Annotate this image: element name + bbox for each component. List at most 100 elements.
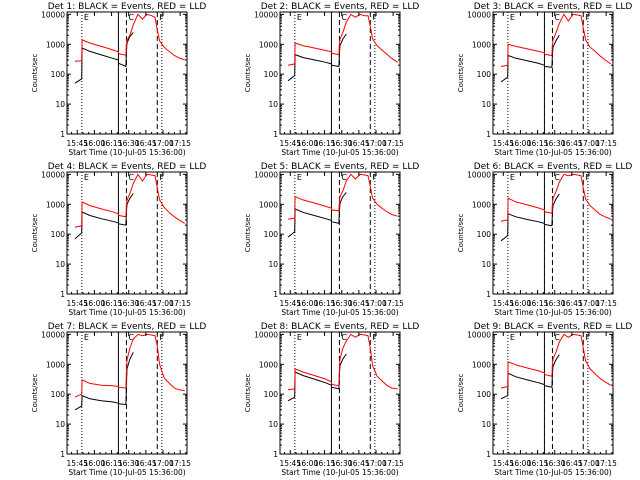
series-lld-line bbox=[287, 13, 398, 66]
x-tick-label: 17:00 bbox=[152, 299, 174, 308]
marker-label-c: C bbox=[554, 333, 560, 342]
y-tick-label: 10000 bbox=[467, 330, 491, 339]
x-tick-label: 16:45 bbox=[561, 139, 583, 148]
x-tick-label: 17:15 bbox=[169, 299, 191, 308]
y-tick-label: 10 bbox=[55, 420, 65, 429]
panel-title: Det 5: BLACK = Events, RED = LLD bbox=[261, 162, 420, 172]
x-tick-label: 16:15 bbox=[101, 139, 123, 148]
series-lld-line bbox=[500, 173, 611, 222]
x-tick-label: 15:45 bbox=[66, 459, 88, 468]
y-tick-label: 10000 bbox=[41, 170, 65, 179]
y-tick-label: 10 bbox=[268, 420, 278, 429]
x-tick-label: 17:15 bbox=[169, 139, 191, 148]
plot-frame bbox=[492, 331, 614, 455]
x-tick-label: 17:15 bbox=[595, 299, 617, 308]
panel-title: Det 7: BLACK = Events, RED = LLD bbox=[48, 322, 207, 332]
y-tick-label: 1 bbox=[60, 130, 65, 139]
marker-label-c: C bbox=[341, 13, 347, 22]
marker-label-c: C bbox=[341, 333, 347, 342]
marker-label-e: E bbox=[84, 13, 89, 22]
marker-label-f: F bbox=[372, 173, 377, 182]
marker-label-f: F bbox=[372, 333, 377, 342]
x-tick-label: 16:30 bbox=[118, 139, 140, 148]
panel-title: Det 2: BLACK = Events, RED = LLD bbox=[261, 2, 420, 12]
y-axis-label: Counts/sec bbox=[31, 374, 39, 413]
x-tick-label: 15:45 bbox=[279, 459, 301, 468]
x-tick-label: 16:30 bbox=[331, 299, 353, 308]
series-events-line bbox=[74, 394, 119, 411]
y-tick-label: 1000 bbox=[472, 360, 491, 369]
y-axis-label: Counts/sec bbox=[457, 374, 465, 413]
y-tick-label: 10000 bbox=[254, 330, 278, 339]
x-axis-label: Start Time (10-Jul-05 15:36:00) bbox=[68, 308, 185, 317]
series-events-line bbox=[500, 54, 545, 83]
x-axis-label: Start Time (10-Jul-05 15:36:00) bbox=[494, 468, 611, 477]
x-tick-label: 16:00 bbox=[297, 459, 319, 468]
y-tick-label: 10 bbox=[268, 260, 278, 269]
x-tick-label: 17:15 bbox=[169, 459, 191, 468]
x-tick-label: 17:15 bbox=[595, 139, 617, 148]
plot-frame bbox=[492, 11, 614, 135]
marker-label-c: C bbox=[128, 333, 134, 342]
y-tick-label: 1000 bbox=[46, 40, 65, 49]
y-tick-label: 100 bbox=[264, 70, 279, 79]
x-tick-label: 17:00 bbox=[152, 459, 174, 468]
x-tick-label: 16:15 bbox=[314, 299, 336, 308]
y-axis-label: Counts/sec bbox=[244, 54, 252, 93]
y-tick-label: 1000 bbox=[259, 40, 278, 49]
x-tick-label: 16:30 bbox=[544, 299, 566, 308]
series-events-line bbox=[544, 354, 560, 388]
y-tick-label: 100 bbox=[264, 390, 279, 399]
y-tick-label: 10000 bbox=[467, 170, 491, 179]
series-lld-line bbox=[74, 173, 185, 228]
plot-frame bbox=[66, 171, 188, 295]
x-tick-label: 15:45 bbox=[66, 299, 88, 308]
x-axis-label: Start Time (10-Jul-05 15:36:00) bbox=[281, 308, 398, 317]
marker-label-e: E bbox=[297, 13, 302, 22]
x-tick-label: 16:30 bbox=[118, 459, 140, 468]
x-tick-label: 16:15 bbox=[101, 299, 123, 308]
y-tick-label: 10 bbox=[55, 260, 65, 269]
y-tick-label: 10 bbox=[481, 260, 491, 269]
x-tick-label: 16:30 bbox=[544, 139, 566, 148]
y-tick-label: 100 bbox=[477, 390, 492, 399]
x-tick-label: 17:15 bbox=[382, 459, 404, 468]
series-lld-line bbox=[287, 173, 398, 220]
y-tick-label: 10 bbox=[481, 100, 491, 109]
plot-frame bbox=[66, 331, 188, 455]
x-tick-label: 15:45 bbox=[66, 139, 88, 148]
x-tick-label: 16:15 bbox=[314, 459, 336, 468]
y-tick-label: 1000 bbox=[472, 200, 491, 209]
series-events-line bbox=[331, 192, 347, 225]
panel-title: Det 3: BLACK = Events, RED = LLD bbox=[474, 2, 633, 12]
y-tick-label: 10000 bbox=[41, 10, 65, 19]
x-tick-label: 16:30 bbox=[118, 299, 140, 308]
y-tick-label: 1000 bbox=[259, 360, 278, 369]
y-tick-label: 1000 bbox=[259, 200, 278, 209]
marker-label-e: E bbox=[84, 333, 89, 342]
marker-label-f: F bbox=[585, 173, 590, 182]
y-tick-label: 100 bbox=[51, 230, 66, 239]
series-events-line bbox=[74, 47, 119, 84]
y-tick-label: 100 bbox=[477, 70, 492, 79]
x-tick-label: 16:45 bbox=[348, 139, 370, 148]
series-events-line bbox=[331, 33, 347, 68]
y-tick-label: 1 bbox=[486, 290, 491, 299]
plot-frame bbox=[279, 171, 401, 295]
panel-title: Det 8: BLACK = Events, RED = LLD bbox=[261, 322, 420, 332]
x-tick-label: 15:45 bbox=[492, 299, 514, 308]
x-tick-label: 16:15 bbox=[527, 139, 549, 148]
series-events-line bbox=[544, 193, 560, 227]
marker-label-f: F bbox=[159, 173, 164, 182]
y-tick-label: 10000 bbox=[254, 10, 278, 19]
series-events-line bbox=[74, 211, 119, 240]
x-tick-label: 16:00 bbox=[84, 139, 106, 148]
marker-label-e: E bbox=[510, 13, 515, 22]
series-events-line bbox=[500, 213, 545, 242]
x-tick-label: 17:00 bbox=[365, 459, 387, 468]
x-axis-label: Start Time (10-Jul-05 15:36:00) bbox=[281, 148, 398, 157]
